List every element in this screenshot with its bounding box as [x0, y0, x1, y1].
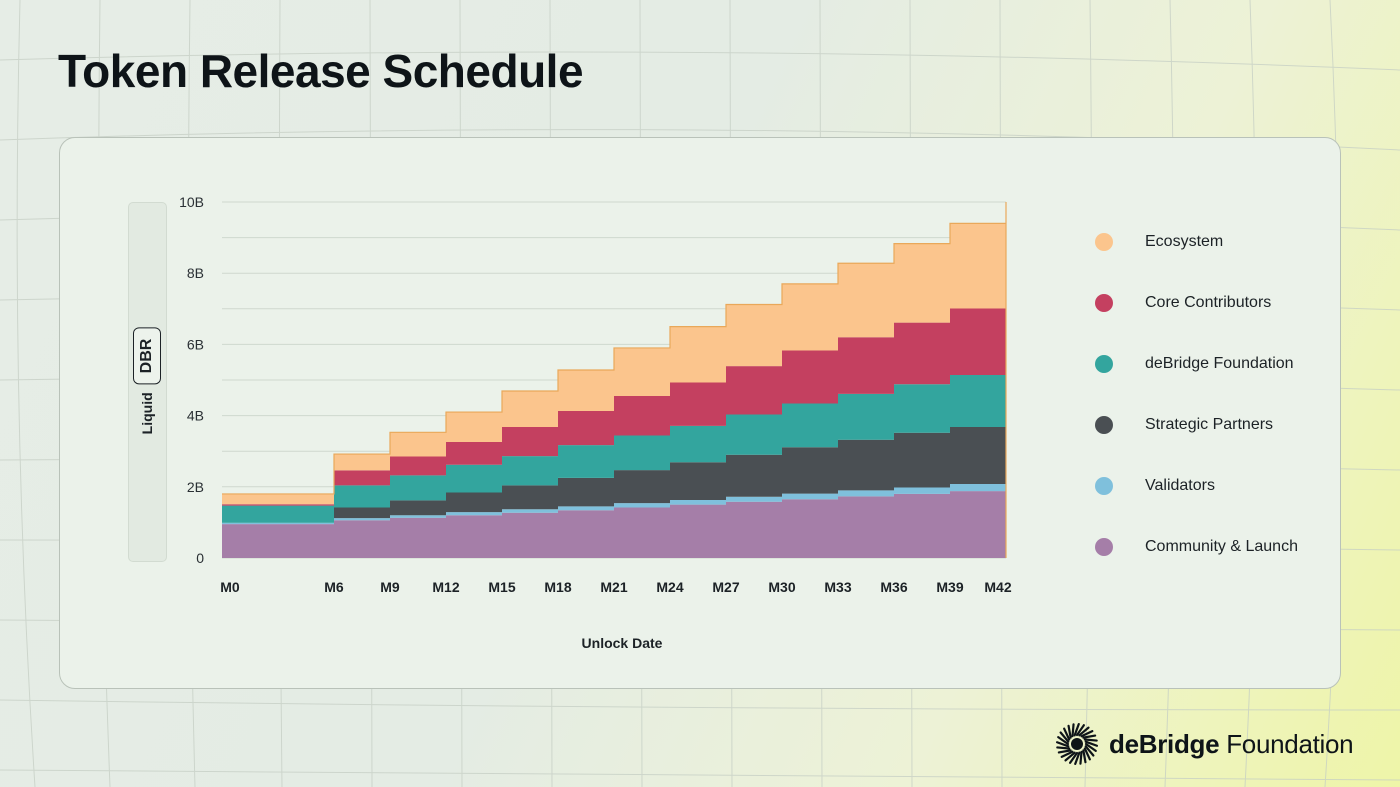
x-tick-label: M27 — [712, 579, 739, 595]
brand-name-regular: Foundation — [1219, 728, 1354, 759]
legend-label: Community & Launch — [1145, 538, 1298, 555]
legend-swatch — [1095, 538, 1113, 556]
x-tick-label: M36 — [880, 579, 907, 595]
y-tick-label: 4B — [187, 408, 204, 424]
x-tick-label: M6 — [324, 579, 344, 595]
page-title: Token Release Schedule — [58, 45, 584, 97]
legend-label: Ecosystem — [1145, 233, 1224, 250]
x-tick-label: M33 — [824, 579, 851, 595]
legend-swatch — [1095, 294, 1113, 312]
legend-item-ecosystem: Ecosystem — [1095, 230, 1325, 254]
x-tick-label: M12 — [432, 579, 459, 595]
legend-item-debridge-foundation: deBridge Foundation — [1095, 352, 1325, 376]
legend-swatch — [1095, 477, 1113, 495]
legend-label: Strategic Partners — [1145, 416, 1274, 433]
y-tick-label: 2B — [187, 479, 204, 495]
x-tick-label: M18 — [544, 579, 571, 595]
debridge-logo-icon — [1055, 722, 1099, 766]
y-tick-label: 6B — [187, 336, 204, 352]
brand-name-bold: deBridge — [1109, 728, 1220, 759]
y-tick-label: 10B — [179, 194, 204, 210]
x-axis-ticks: M0 M6 M9 M12 M15 M18 M21 M24 M27 M30 M33 M36 M39 M42 — [220, 579, 1012, 595]
legend-swatch — [1095, 233, 1113, 251]
brand-logo: deBridge Foundation — [1055, 722, 1354, 766]
total-outline — [222, 202, 1007, 558]
x-tick-label: M30 — [768, 579, 795, 595]
legend-label: deBridge Foundation — [1145, 355, 1294, 372]
brand-name: deBridge Foundation — [1109, 728, 1354, 760]
x-axis-label: Unlock Date — [582, 635, 663, 651]
x-tick-label: M15 — [488, 579, 515, 595]
y-axis-ticks: 0 2B 4B 6B 8B 10B — [179, 194, 204, 566]
legend-item-community-launch: Community & Launch — [1095, 535, 1325, 559]
area-community-launch — [222, 488, 1006, 558]
x-tick-label: M0 — [220, 579, 240, 595]
x-tick-label: M42 — [984, 579, 1011, 595]
chart-areas — [222, 202, 1007, 558]
y-tick-label: 8B — [187, 265, 204, 281]
x-tick-label: M21 — [600, 579, 627, 595]
legend-item-validators: Validators — [1095, 474, 1325, 498]
x-tick-label: M39 — [936, 579, 963, 595]
legend-label: Validators — [1145, 477, 1215, 494]
x-tick-label: M24 — [656, 579, 683, 595]
legend-label: Core Contributors — [1145, 294, 1272, 311]
y-tick-label: 0 — [196, 550, 204, 566]
legend-item-strategic-partners: Strategic Partners — [1095, 413, 1325, 437]
x-tick-label: M9 — [380, 579, 400, 595]
legend-swatch — [1095, 416, 1113, 434]
legend-item-core-contributors: Core Contributors — [1095, 291, 1325, 315]
legend-swatch — [1095, 355, 1113, 373]
